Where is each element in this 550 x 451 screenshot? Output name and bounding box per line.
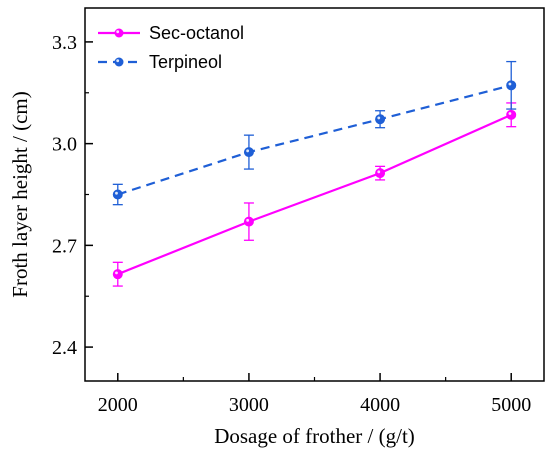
legend-marker-highlight xyxy=(116,30,120,34)
x-tick-label: 4000 xyxy=(360,394,400,416)
y-tick-label: 2.4 xyxy=(52,337,77,359)
series-layer xyxy=(112,60,517,287)
legend-marker xyxy=(114,28,124,38)
legend-label: Sec-octanol xyxy=(149,23,244,43)
data-point-highlight xyxy=(115,271,118,275)
data-point-highlight xyxy=(115,191,118,195)
data-point xyxy=(112,269,123,280)
y-tick-label: 2.7 xyxy=(52,235,77,257)
data-point xyxy=(112,189,123,200)
data-point-highlight xyxy=(246,149,250,153)
series-line-0 xyxy=(117,113,512,276)
ticks-layer: 2000 3000 4000 5000 2.4 2.7 3.0 3.3 xyxy=(52,32,531,416)
legend-marker xyxy=(114,57,124,67)
y-axis-label: Froth layer height / (cm) xyxy=(8,91,32,297)
x-tick-label: 3000 xyxy=(229,394,269,416)
x-tick-label: 2000 xyxy=(98,394,138,416)
x-tick-label: 5000 xyxy=(491,394,531,416)
data-point xyxy=(506,80,517,91)
y-tick-label: 3.0 xyxy=(52,134,77,156)
y-tick-label: 3.3 xyxy=(52,32,77,54)
data-point-highlight xyxy=(377,170,381,174)
legend-label: Terpineol xyxy=(149,52,222,72)
legend: Sec-octanol Terpineol xyxy=(98,23,244,72)
data-point xyxy=(506,109,517,120)
data-point xyxy=(243,147,254,158)
x-axis-label: Dosage of frother / (g/t) xyxy=(214,424,415,448)
data-point-highlight xyxy=(508,82,512,86)
data-point-highlight xyxy=(377,116,381,120)
series-line-1 xyxy=(117,84,512,196)
data-point xyxy=(243,216,254,227)
data-point-highlight xyxy=(508,112,512,115)
data-point xyxy=(375,114,386,125)
legend-marker-highlight xyxy=(116,59,120,63)
data-point xyxy=(375,168,386,179)
data-point-highlight xyxy=(246,218,250,222)
